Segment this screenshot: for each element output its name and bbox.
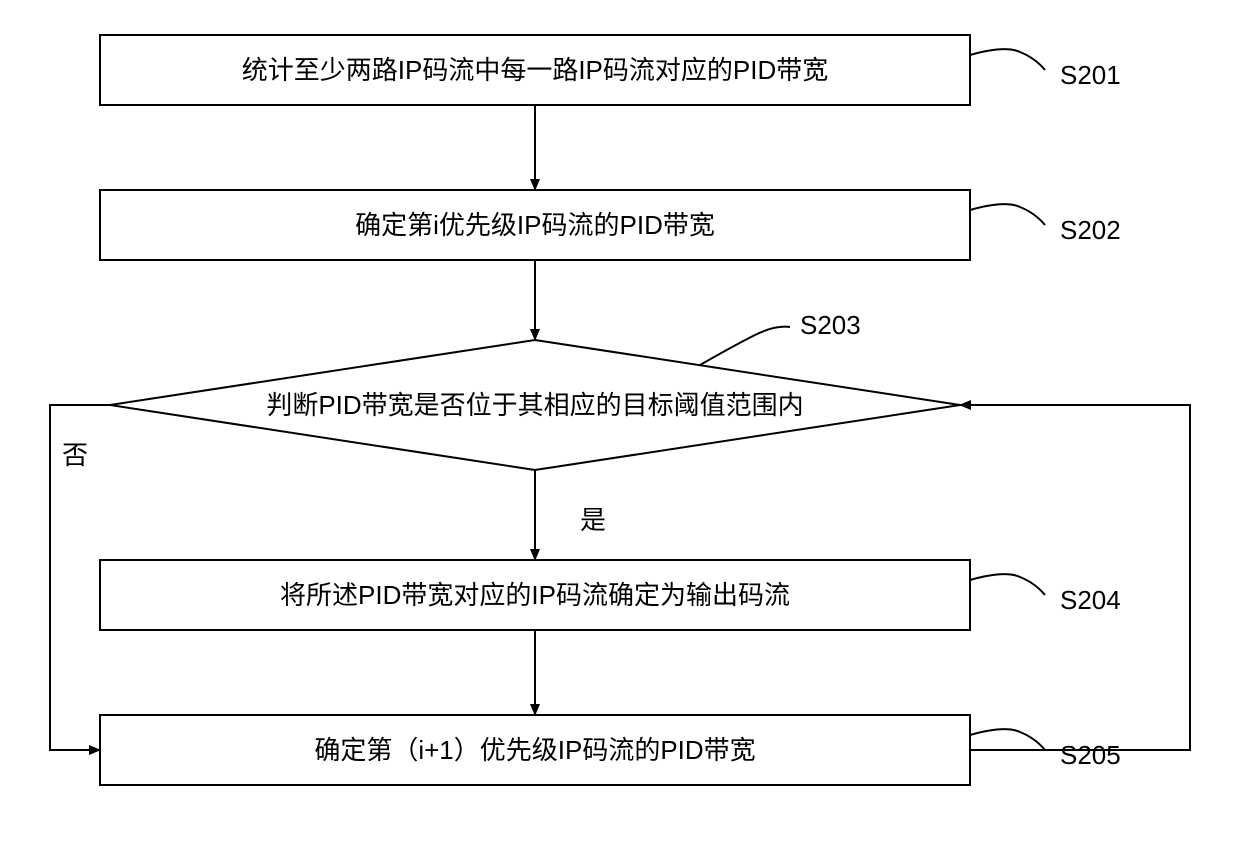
label-s204: S204 (1060, 585, 1121, 615)
label-s203: S203 (800, 310, 861, 340)
step-s202-text: 确定第i优先级IP码流的PID带宽 (355, 210, 715, 240)
label-s201: S201 (1060, 60, 1121, 90)
step-s204-text: 将所述PID带宽对应的IP码流确定为输出码流 (280, 580, 790, 610)
edge-s203-s204-label: 是 (580, 505, 606, 535)
label-curve-s204 (970, 574, 1045, 595)
label-s205: S205 (1060, 740, 1121, 770)
label-curve-s202 (970, 204, 1045, 225)
decision-s203-text: 判断PID带宽是否位于其相应的目标阈值范围内 (266, 390, 803, 420)
label-curve-s203 (700, 327, 790, 365)
step-s205-text: 确定第（i+1）优先级IP码流的PID带宽 (314, 735, 755, 765)
label-s202: S202 (1060, 215, 1121, 245)
edge-s205-s203-loop (960, 405, 1190, 750)
step-s201-text: 统计至少两路IP码流中每一路IP码流对应的PID带宽 (242, 55, 828, 85)
label-curve-s201 (970, 49, 1045, 70)
label-curve-s205 (970, 729, 1045, 750)
edge-s203-s205-no-label: 否 (62, 440, 88, 470)
